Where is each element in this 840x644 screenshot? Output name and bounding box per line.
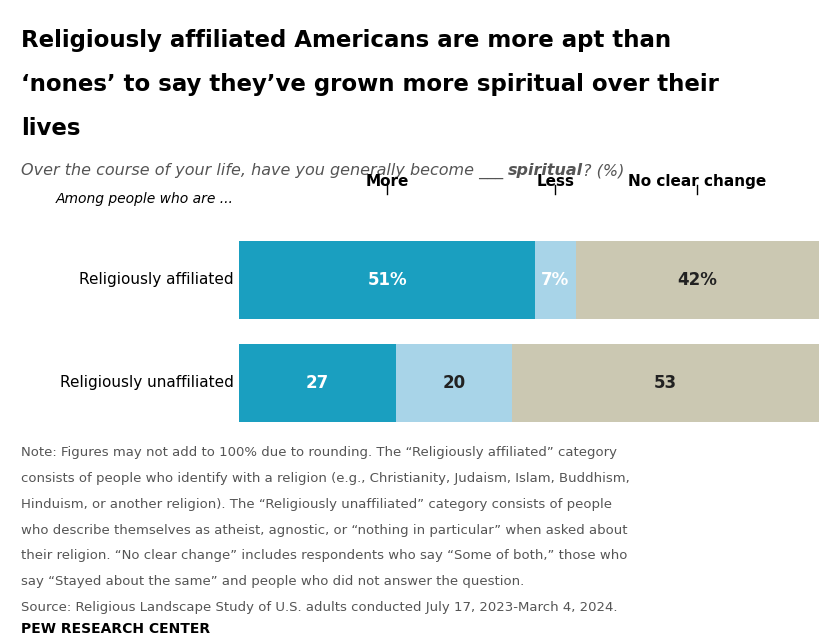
Text: Religiously unaffiliated: Religiously unaffiliated <box>60 375 234 390</box>
Text: 53: 53 <box>654 374 677 392</box>
Bar <box>396 344 512 422</box>
Text: 51%: 51% <box>367 271 407 289</box>
Text: 27: 27 <box>306 374 329 392</box>
Text: Source: Religious Landscape Study of U.S. adults conducted July 17, 2023-March 4: Source: Religious Landscape Study of U.S… <box>21 601 617 614</box>
Bar <box>239 241 535 319</box>
Text: Hinduism, or another religion). The “Religiously unaffiliated” category consists: Hinduism, or another religion). The “Rel… <box>21 498 612 511</box>
Text: 20: 20 <box>443 374 465 392</box>
Text: lives: lives <box>21 117 81 140</box>
Bar <box>575 241 819 319</box>
Text: Among people who are ...: Among people who are ... <box>55 192 234 205</box>
Text: ‘nones’ to say they’ve grown more spiritual over their: ‘nones’ to say they’ve grown more spirit… <box>21 73 719 96</box>
Text: Religiously affiliated: Religiously affiliated <box>79 272 234 287</box>
Text: More: More <box>365 174 409 189</box>
Text: PEW RESEARCH CENTER: PEW RESEARCH CENTER <box>21 622 210 636</box>
Text: say “Stayed about the same” and people who did not answer the question.: say “Stayed about the same” and people w… <box>21 575 524 588</box>
Text: spiritual: spiritual <box>508 163 583 178</box>
Text: Over the course of your life, have you generally become ___: Over the course of your life, have you g… <box>21 162 508 179</box>
Text: Note: Figures may not add to 100% due to rounding. The “Religiously affiliated” : Note: Figures may not add to 100% due to… <box>21 446 617 459</box>
Text: Less: Less <box>536 174 575 189</box>
Text: 42%: 42% <box>677 271 717 289</box>
Text: who describe themselves as atheist, agnostic, or “nothing in particular” when as: who describe themselves as atheist, agno… <box>21 524 627 536</box>
Text: No clear change: No clear change <box>628 174 766 189</box>
Bar <box>512 344 819 422</box>
Text: Religiously affiliated Americans are more apt than: Religiously affiliated Americans are mor… <box>21 29 671 52</box>
Bar <box>239 344 396 422</box>
Text: their religion. “No clear change” includes respondents who say “Some of both,” t: their religion. “No clear change” includ… <box>21 549 627 562</box>
Bar <box>535 241 575 319</box>
Text: 7%: 7% <box>541 271 570 289</box>
Text: ? (%): ? (%) <box>583 163 625 178</box>
Text: consists of people who identify with a religion (e.g., Christianity, Judaism, Is: consists of people who identify with a r… <box>21 472 630 485</box>
